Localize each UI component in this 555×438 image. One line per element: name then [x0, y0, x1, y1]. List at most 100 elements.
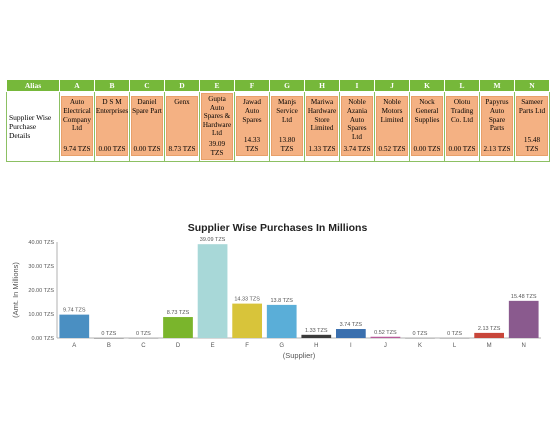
- supplier-amount: 9.74 TZS: [63, 145, 91, 154]
- x-axis-title: (Supplier): [283, 351, 316, 360]
- supplier-name: Sameer Parts Ltd: [518, 98, 546, 116]
- column-header-d: D: [164, 79, 200, 92]
- bar-k: [405, 338, 435, 339]
- supplier-amount: 14.33 TZS: [243, 136, 261, 154]
- supplier-name: Olotu Trading Co. Ltd: [450, 98, 474, 124]
- supplier-name: Mariwa Hardware Store Limited: [307, 98, 337, 133]
- supplier-cell-box: Mariwa Hardware Store Limited 1.33 TZS: [306, 96, 338, 157]
- supplier-amount: 0.52 TZS: [378, 145, 406, 154]
- data-label: 14.33 TZS: [234, 297, 260, 303]
- supplier-name: Nock General Supplies: [414, 98, 440, 124]
- bar-h: [301, 334, 332, 338]
- data-label: 13.8 TZS: [270, 298, 293, 304]
- supplier-cell-box: Genx 8.73 TZS: [166, 96, 198, 157]
- supplier-amount: 39.09 TZS: [208, 139, 226, 157]
- supplier-cell-box: Daniel Spare Part 0.00 TZS: [131, 96, 163, 157]
- data-label: 15.48 TZS: [511, 294, 537, 300]
- supplier-cell: Manjs Service Ltd 13.80 TZS: [269, 91, 305, 162]
- supplier-cell-box: Gupta Auto Spares & Hardware Ltd 39.09 TZ…: [201, 93, 233, 160]
- data-label: 9.74 TZS: [63, 308, 86, 314]
- column-header-b: B: [94, 79, 130, 92]
- supplier-amount: 0.00 TZS: [133, 145, 161, 154]
- data-label: 39.09 TZS: [200, 237, 226, 243]
- column-header-l: L: [444, 79, 480, 92]
- table-row: Supplier Wise Purchase Details Auto Elec…: [6, 91, 550, 162]
- supplier-cell: Auto Electrical Company Ltd 9.74 TZS: [59, 91, 95, 162]
- y-tick-label: 30.00 TZS: [28, 264, 54, 270]
- column-header-j: J: [374, 79, 410, 92]
- y-axis-title: (Amt. In Millions): [11, 262, 20, 318]
- data-label: 0.52 TZS: [374, 330, 397, 336]
- supplier-cell-box: D S M Enterprises 0.00 TZS: [95, 96, 129, 157]
- supplier-amount: 2.13 TZS: [483, 145, 511, 154]
- supplier-amount: 3.74 TZS: [343, 145, 371, 154]
- bar-c: [128, 338, 159, 339]
- x-tick-label: G: [279, 343, 284, 349]
- alias-header: Alias: [6, 79, 60, 92]
- bar-f: [232, 303, 263, 338]
- x-tick-label: N: [522, 343, 526, 349]
- supplier-cell-box: Jawad Auto Spares 14.33 TZS: [236, 96, 268, 157]
- data-label: 2.13 TZS: [478, 326, 501, 332]
- supplier-cell-box: Noble Motors Limited 0.52 TZS: [376, 96, 408, 157]
- x-tick-label: I: [350, 343, 352, 349]
- supplier-name: Manjs Service Ltd: [276, 98, 298, 124]
- supplier-cell-box: Nock General Supplies 0.00 TZS: [411, 96, 443, 157]
- supplier-amount: 0.00 TZS: [448, 145, 476, 154]
- supplier-cell-box: Noble Azania Auto Spares Ltd 3.74 TZS: [341, 96, 373, 157]
- supplier-amount: 0.00 TZS: [413, 145, 441, 154]
- y-tick-label: 40.00 TZS: [28, 240, 54, 246]
- supplier-name: Noble Azania Auto Spares Ltd: [346, 98, 368, 141]
- column-header-a: A: [59, 79, 95, 92]
- bar-g: [266, 304, 297, 338]
- data-label: 0 TZS: [136, 331, 151, 337]
- supplier-cell: Genx 8.73 TZS: [164, 91, 200, 162]
- data-label: 1.33 TZS: [305, 328, 328, 334]
- x-tick-label: J: [384, 343, 387, 349]
- supplier-name: Gupta Auto Spares & Hardware Ltd: [202, 95, 232, 138]
- supplier-amount: 8.73 TZS: [168, 145, 196, 154]
- supplier-name: Jawad Auto Spares: [242, 98, 262, 124]
- column-header-c: C: [129, 79, 165, 92]
- supplier-cell-box: Manjs Service Ltd 13.80 TZS: [271, 96, 303, 157]
- y-tick-label: 10.00 TZS: [28, 312, 54, 318]
- supplier-name: Papyrus Auto Spare Parts: [485, 98, 509, 133]
- supplier-cell: D S M Enterprises 0.00 TZS: [94, 91, 130, 162]
- x-tick-label: C: [141, 343, 146, 349]
- supplier-cell: Papyrus Auto Spare Parts 2.13 TZS: [479, 91, 515, 162]
- column-header-h: H: [304, 79, 340, 92]
- supplier-cell-box: Papyrus Auto Spare Parts 2.13 TZS: [481, 96, 513, 157]
- supplier-cell: Mariwa Hardware Store Limited 1.33 TZS: [304, 91, 340, 162]
- supplier-cell: Noble Motors Limited 0.52 TZS: [374, 91, 410, 162]
- y-tick-label: 0.00 TZS: [31, 336, 54, 342]
- supplier-cell: Jawad Auto Spares 14.33 TZS: [234, 91, 270, 162]
- column-header-e: E: [199, 79, 235, 92]
- data-label: 0 TZS: [101, 331, 116, 337]
- supplier-cell: Nock General Supplies 0.00 TZS: [409, 91, 445, 162]
- row-label: Supplier Wise Purchase Details: [6, 91, 60, 162]
- bar-b: [93, 338, 124, 339]
- bar-a: [59, 314, 90, 338]
- bar-n: [508, 300, 539, 338]
- supplier-amount: 13.80 TZS: [278, 136, 296, 154]
- column-header-m: M: [479, 79, 515, 92]
- supplier-cell: Sameer Parts Ltd 15.48 TZS: [514, 91, 550, 162]
- bar-l: [439, 338, 470, 339]
- x-tick-label: F: [245, 343, 249, 349]
- supplier-cell: Noble Azania Auto Spares Ltd 3.74 TZS: [339, 91, 375, 162]
- supplier-cell-box: Olotu Trading Co. Ltd 0.00 TZS: [446, 96, 478, 157]
- column-header-f: F: [234, 79, 270, 92]
- supplier-amount: 0.00 TZS: [98, 145, 126, 154]
- x-tick-label: M: [487, 343, 492, 349]
- y-tick-label: 20.00 TZS: [28, 288, 54, 294]
- x-tick-label: H: [314, 343, 318, 349]
- supplier-name: Genx: [174, 98, 190, 107]
- x-tick-label: K: [418, 343, 422, 349]
- supplier-name: Auto Electrical Company Ltd: [63, 98, 91, 133]
- chart-title: Supplier Wise Purchases In Millions: [187, 222, 368, 234]
- column-header-g: G: [269, 79, 305, 92]
- data-label: 3.74 TZS: [340, 322, 363, 328]
- supplier-name: D S M Enterprises: [95, 98, 129, 116]
